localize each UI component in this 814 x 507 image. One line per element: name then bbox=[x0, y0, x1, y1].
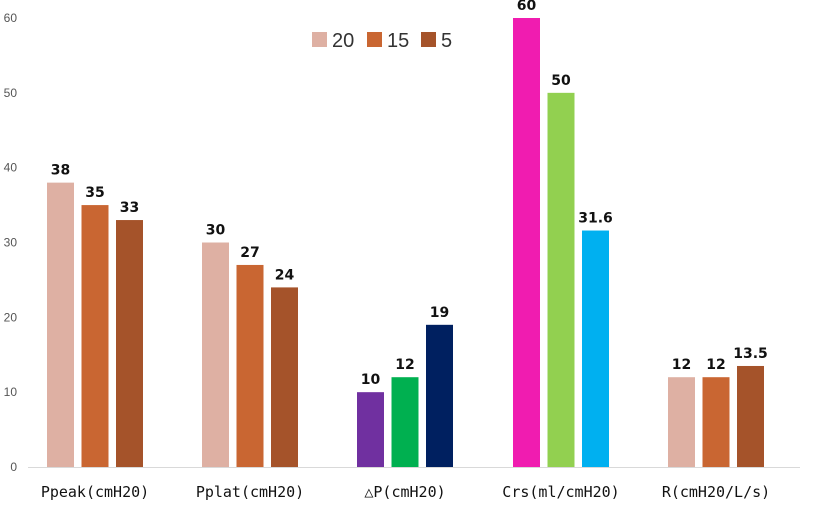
legend-swatch[interactable] bbox=[421, 32, 436, 47]
x-tick-label: R(cmH20/L/s) bbox=[662, 483, 770, 501]
data-label: 33 bbox=[120, 200, 139, 216]
data-label: 13.5 bbox=[733, 346, 768, 362]
bar[interactable] bbox=[702, 377, 730, 467]
data-label: 50 bbox=[551, 73, 571, 89]
y-tick-label: 50 bbox=[4, 86, 18, 100]
data-label: 27 bbox=[240, 245, 259, 261]
bar[interactable] bbox=[202, 242, 229, 468]
bar[interactable] bbox=[116, 220, 143, 467]
data-label: 38 bbox=[51, 163, 70, 179]
legend[interactable]: 20 15 5 bbox=[312, 30, 452, 52]
legend-swatch[interactable] bbox=[367, 32, 382, 47]
y-tick-label: 20 bbox=[4, 310, 18, 324]
bar[interactable] bbox=[513, 18, 540, 467]
x-axis: Ppeak(cmH20) Pplat(cmH20) △P(cmH20) Crs(ml/… bbox=[28, 467, 800, 501]
y-tick-label: 10 bbox=[4, 385, 18, 399]
data-label: 24 bbox=[275, 267, 295, 283]
legend-label[interactable]: 5 bbox=[441, 30, 452, 52]
data-label: 35 bbox=[85, 185, 104, 201]
x-tick-label: Ppeak(cmH20) bbox=[41, 483, 149, 501]
bar[interactable] bbox=[236, 264, 264, 467]
data-label: 60 bbox=[517, 0, 537, 14]
bar[interactable] bbox=[47, 182, 74, 467]
bar[interactable] bbox=[737, 365, 764, 467]
bar[interactable] bbox=[391, 377, 419, 467]
data-label: 12 bbox=[395, 357, 414, 373]
bar[interactable] bbox=[271, 287, 298, 467]
bar[interactable] bbox=[426, 324, 453, 467]
bar[interactable] bbox=[668, 377, 695, 467]
y-axis: 0 10 20 30 40 50 60 bbox=[4, 11, 18, 474]
data-label: 31.6 bbox=[578, 211, 613, 227]
bar[interactable] bbox=[81, 205, 109, 468]
data-label: 30 bbox=[206, 223, 226, 239]
bars: 38 35 33 30 27 24 10 12 19 60 50 31.6 12 12 13.5 bbox=[47, 0, 768, 468]
y-tick-label: 30 bbox=[4, 236, 18, 250]
x-tick-label: Crs(ml/cmH20) bbox=[502, 483, 619, 501]
y-tick-label: 40 bbox=[4, 161, 18, 175]
bar[interactable] bbox=[582, 230, 609, 467]
legend-label[interactable]: 20 bbox=[332, 30, 354, 52]
legend-swatch[interactable] bbox=[312, 32, 327, 47]
data-label: 10 bbox=[361, 372, 381, 388]
data-label: 12 bbox=[672, 357, 691, 373]
bar[interactable] bbox=[357, 392, 384, 467]
data-label: 12 bbox=[706, 357, 725, 373]
data-label: 19 bbox=[430, 305, 449, 321]
y-tick-label: 60 bbox=[4, 11, 18, 25]
x-tick-label: Pplat(cmH20) bbox=[196, 483, 304, 501]
bar[interactable] bbox=[547, 92, 575, 467]
y-tick-label: 0 bbox=[10, 460, 17, 474]
x-tick-label: △P(cmH20) bbox=[364, 483, 445, 501]
legend-label[interactable]: 15 bbox=[387, 30, 409, 52]
